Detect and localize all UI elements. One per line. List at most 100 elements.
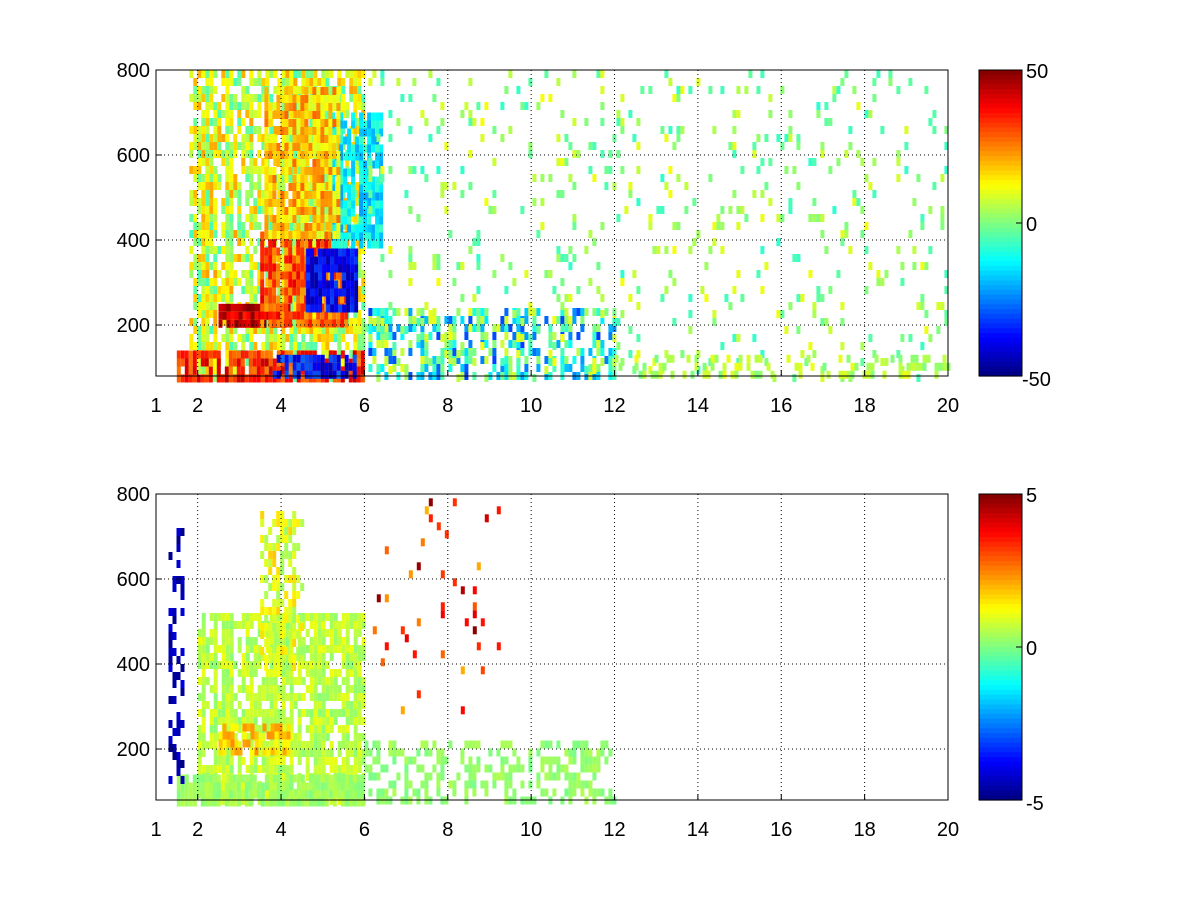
heatmap-cell (922, 362, 927, 371)
colorbar-segment (979, 718, 1022, 725)
heatmap-cell (704, 294, 709, 302)
heatmap-cell (341, 190, 346, 198)
heatmap-cell (452, 316, 457, 324)
heatmap-cell (180, 648, 185, 656)
heatmap-cell (260, 511, 265, 519)
heatmap-cell (221, 110, 226, 118)
heatmap-cell (264, 350, 269, 359)
heatmap-cell (820, 214, 825, 222)
heatmap-cell (276, 263, 281, 272)
heatmap-cell (328, 774, 333, 783)
heatmap-cell (346, 304, 351, 313)
heatmap-cell (388, 324, 393, 332)
heatmap-cell (276, 623, 281, 631)
heatmap-cell (353, 190, 358, 198)
heatmap-cell (229, 198, 234, 206)
heatmap-cell (213, 669, 218, 677)
heatmap-cell (800, 294, 805, 302)
heatmap-cell (261, 741, 266, 749)
heatmap-cell (628, 326, 633, 334)
heatmap-cell (308, 191, 313, 199)
heatmap-cell (216, 366, 221, 375)
colorbar-segment (979, 675, 1022, 682)
heatmap-cell (367, 136, 372, 145)
heatmap-cell (349, 613, 354, 621)
heatmap-cell (532, 308, 537, 316)
heatmap-cell (229, 142, 234, 150)
heatmap-cell (592, 324, 597, 332)
heatmap-cell (568, 364, 573, 372)
heatmap-cell (226, 739, 231, 748)
heatmap-cell (213, 757, 218, 765)
heatmap-cell (339, 224, 344, 233)
heatmap-cell (293, 78, 298, 86)
heatmap-cell (253, 637, 258, 645)
heatmap-cell (249, 70, 254, 78)
heatmap-cell (608, 348, 613, 356)
heatmap-cell (326, 264, 331, 273)
heatmap-cell (868, 110, 873, 118)
heatmap-cell (280, 623, 285, 631)
heatmap-cell (281, 613, 286, 621)
colorbar-segment (979, 256, 1022, 262)
heatmap-cell (588, 756, 593, 765)
heatmap-cell (648, 366, 653, 374)
heatmap-cell (528, 764, 533, 773)
heatmap-cell (662, 362, 667, 371)
heatmap-cell (325, 613, 330, 621)
heatmap-cell (331, 184, 336, 193)
heatmap-cell (242, 731, 247, 740)
heatmap-cell (292, 511, 297, 519)
heatmap-cell (332, 370, 337, 379)
heatmap-cell (600, 294, 605, 302)
colorbar-segment (979, 309, 1022, 315)
heatmap-cell (321, 693, 326, 701)
heatmap-cell (313, 717, 318, 725)
heatmap-cell (213, 134, 218, 142)
x-tick-label: 16 (770, 395, 792, 417)
colorbar-segment (979, 752, 1022, 758)
heatmap-cell (384, 332, 389, 340)
heatmap-cell (245, 358, 250, 366)
heatmap-cell (321, 645, 326, 653)
heatmap-cell (249, 126, 254, 134)
heatmap-cell (672, 222, 677, 230)
heatmap-cell (336, 191, 341, 199)
heatmap-cell (225, 222, 230, 230)
heatmap-cell (692, 238, 697, 246)
heatmap-cell (245, 150, 250, 158)
heatmap-cell (276, 151, 281, 159)
heatmap-cell (288, 271, 293, 280)
colorbar-segment (979, 685, 1022, 691)
heatmap-cell (375, 208, 380, 217)
heatmap-cell (242, 311, 247, 320)
heatmap-cell (208, 774, 213, 783)
heatmap-cell (272, 798, 277, 807)
heatmap-cell (288, 350, 293, 359)
heatmap-cell (572, 788, 577, 797)
heatmap-cell (264, 798, 269, 807)
heatmap-cell (331, 240, 336, 249)
heatmap-cell (368, 772, 373, 781)
heatmap-cell (388, 134, 393, 142)
heatmap-cell (760, 246, 765, 254)
heatmap-cell (900, 334, 905, 342)
heatmap-cell (252, 358, 257, 367)
heatmap-cell (193, 342, 198, 350)
heatmap-cell (205, 222, 210, 230)
heatmap-cell (196, 782, 201, 791)
heatmap-cell (272, 247, 277, 256)
heatmap-cell (221, 262, 226, 270)
colorbar-segment (979, 113, 1022, 119)
heatmap-cell (265, 70, 270, 78)
heatmap-cell (292, 311, 297, 320)
heatmap-cell (321, 350, 326, 358)
heatmap-cell (336, 231, 341, 239)
heatmap-cell (241, 334, 246, 342)
heatmap-cell (209, 765, 214, 773)
heatmap-cell (808, 158, 813, 166)
heatmap-cell (544, 356, 549, 364)
heatmap-cell (213, 701, 218, 709)
heatmap-cell (361, 110, 366, 118)
heatmap-cell (205, 262, 210, 270)
